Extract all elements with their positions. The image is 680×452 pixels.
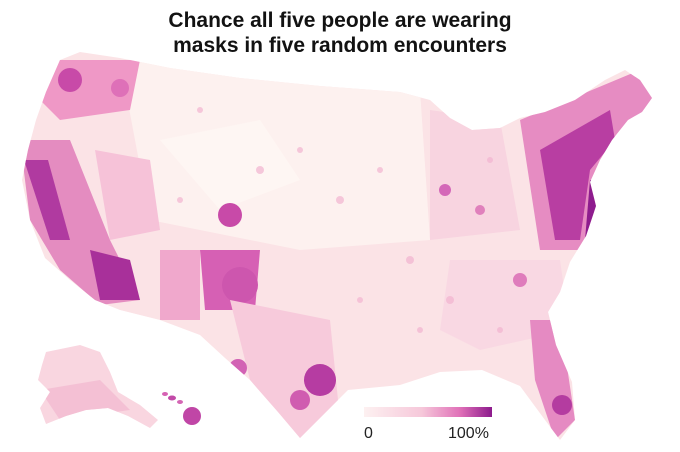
color-legend: 0 100% — [358, 407, 508, 447]
legend-min-label: 0 — [364, 425, 373, 442]
title-line-1: Chance all five people are wearing — [168, 9, 512, 32]
legend-gradient-bar — [364, 407, 492, 417]
title-line-2: masks in five random encounters — [173, 34, 507, 57]
alaska — [38, 345, 158, 428]
hawaii — [162, 392, 201, 425]
map-title: Chance all five people are wearing masks… — [0, 8, 680, 58]
legend-max-label: 100% — [448, 425, 489, 442]
